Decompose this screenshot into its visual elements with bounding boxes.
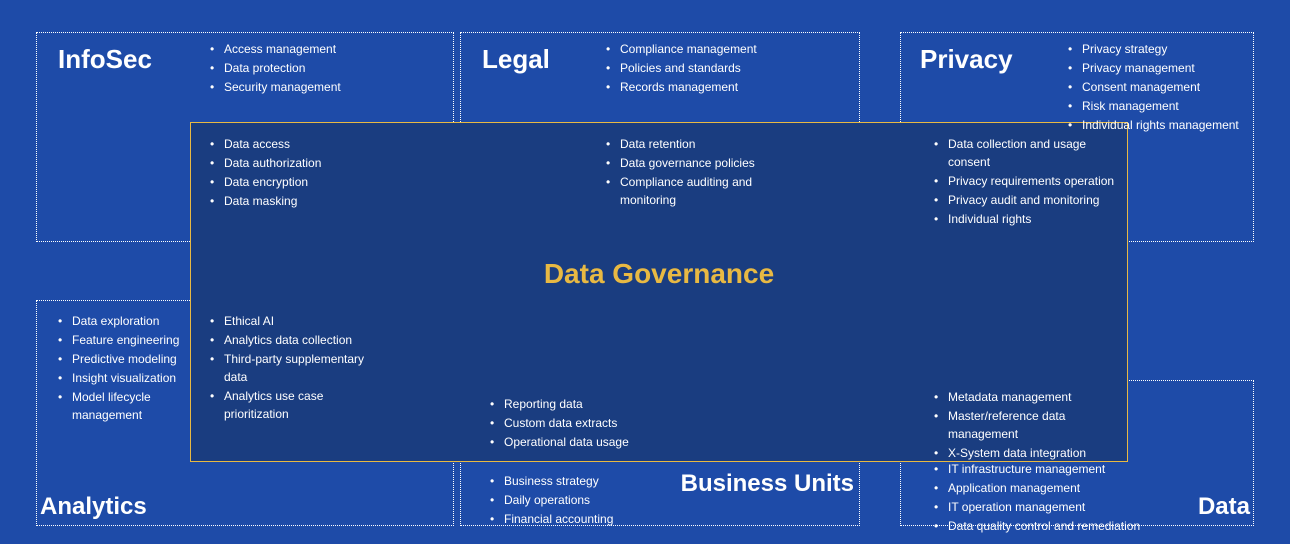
data-inner-list: Metadata management Master/reference dat… <box>934 388 1124 463</box>
list-item: Consent management <box>1068 78 1258 96</box>
infosec-inner-list: Data access Data authorization Data encr… <box>210 135 410 211</box>
heading-data: Data <box>1198 493 1250 521</box>
list-item: Model lifecycle management <box>58 388 188 424</box>
list-item: Privacy audit and monitoring <box>934 191 1124 209</box>
list-item: Data authorization <box>210 154 410 172</box>
infosec-outer-list: Access management Data protection Securi… <box>210 40 410 97</box>
list-item: Daily operations <box>490 491 690 509</box>
list-item: Operational data usage <box>490 433 690 451</box>
list-item: Data collection and usage consent <box>934 135 1124 171</box>
heading-privacy: Privacy <box>920 44 1013 75</box>
list-item: Insight visualization <box>58 369 188 387</box>
list-item: Data governance policies <box>606 154 776 172</box>
center-title: Data Governance <box>190 258 1128 290</box>
list-item: Data protection <box>210 59 410 77</box>
list-item: Access management <box>210 40 410 58</box>
privacy-outer-list: Privacy strategy Privacy management Cons… <box>1068 40 1258 135</box>
list-item: Financial accounting <box>490 510 690 528</box>
business-inner-list: Reporting data Custom data extracts Oper… <box>490 395 690 452</box>
privacy-inner-list: Data collection and usage consent Privac… <box>934 135 1124 229</box>
heading-legal: Legal <box>482 44 550 75</box>
list-item: Custom data extracts <box>490 414 690 432</box>
list-item: Data exploration <box>58 312 188 330</box>
heading-analytics: Analytics <box>40 493 147 521</box>
list-item: Privacy strategy <box>1068 40 1258 58</box>
heading-business: Business Units <box>674 470 854 498</box>
list-item: Analytics data collection <box>210 331 370 349</box>
analytics-outer-list: Data exploration Feature engineering Pre… <box>58 312 188 425</box>
legal-inner-list: Data retention Data governance policies … <box>606 135 776 210</box>
list-item: Data encryption <box>210 173 410 191</box>
list-item: Data retention <box>606 135 776 153</box>
list-item: Third-party supplementary data <box>210 350 370 386</box>
list-item: Predictive modeling <box>58 350 188 368</box>
list-item: Ethical AI <box>210 312 370 330</box>
list-item: Analytics use case prioritization <box>210 387 370 423</box>
list-item: Individual rights <box>934 210 1124 228</box>
analytics-inner-list: Ethical AI Analytics data collection Thi… <box>210 312 370 424</box>
list-item: Compliance auditing and monitoring <box>606 173 776 209</box>
list-item: Risk management <box>1068 97 1258 115</box>
list-item: Data quality control and remediation <box>934 517 1164 535</box>
list-item: Data masking <box>210 192 410 210</box>
list-item: Data access <box>210 135 410 153</box>
list-item: IT infrastructure management <box>934 460 1164 478</box>
heading-business-text: Business Units <box>681 470 854 497</box>
list-item: Metadata management <box>934 388 1124 406</box>
list-item: Application management <box>934 479 1164 497</box>
list-item: IT operation management <box>934 498 1164 516</box>
data-outer-list: IT infrastructure management Application… <box>934 460 1164 536</box>
list-item: Records management <box>606 78 776 96</box>
business-outer-list: Business strategy Daily operations Finan… <box>490 472 690 529</box>
list-item: Individual rights management <box>1068 116 1258 134</box>
list-item: Master/reference data management <box>934 407 1124 443</box>
list-item: Reporting data <box>490 395 690 413</box>
heading-infosec: InfoSec <box>58 44 152 75</box>
legal-outer-list: Compliance management Policies and stand… <box>606 40 776 97</box>
list-item: Compliance management <box>606 40 776 58</box>
list-item: Feature engineering <box>58 331 188 349</box>
list-item: Privacy requirements operation <box>934 172 1124 190</box>
list-item: Security management <box>210 78 410 96</box>
list-item: Business strategy <box>490 472 690 490</box>
list-item: Privacy management <box>1068 59 1258 77</box>
list-item: Policies and standards <box>606 59 776 77</box>
